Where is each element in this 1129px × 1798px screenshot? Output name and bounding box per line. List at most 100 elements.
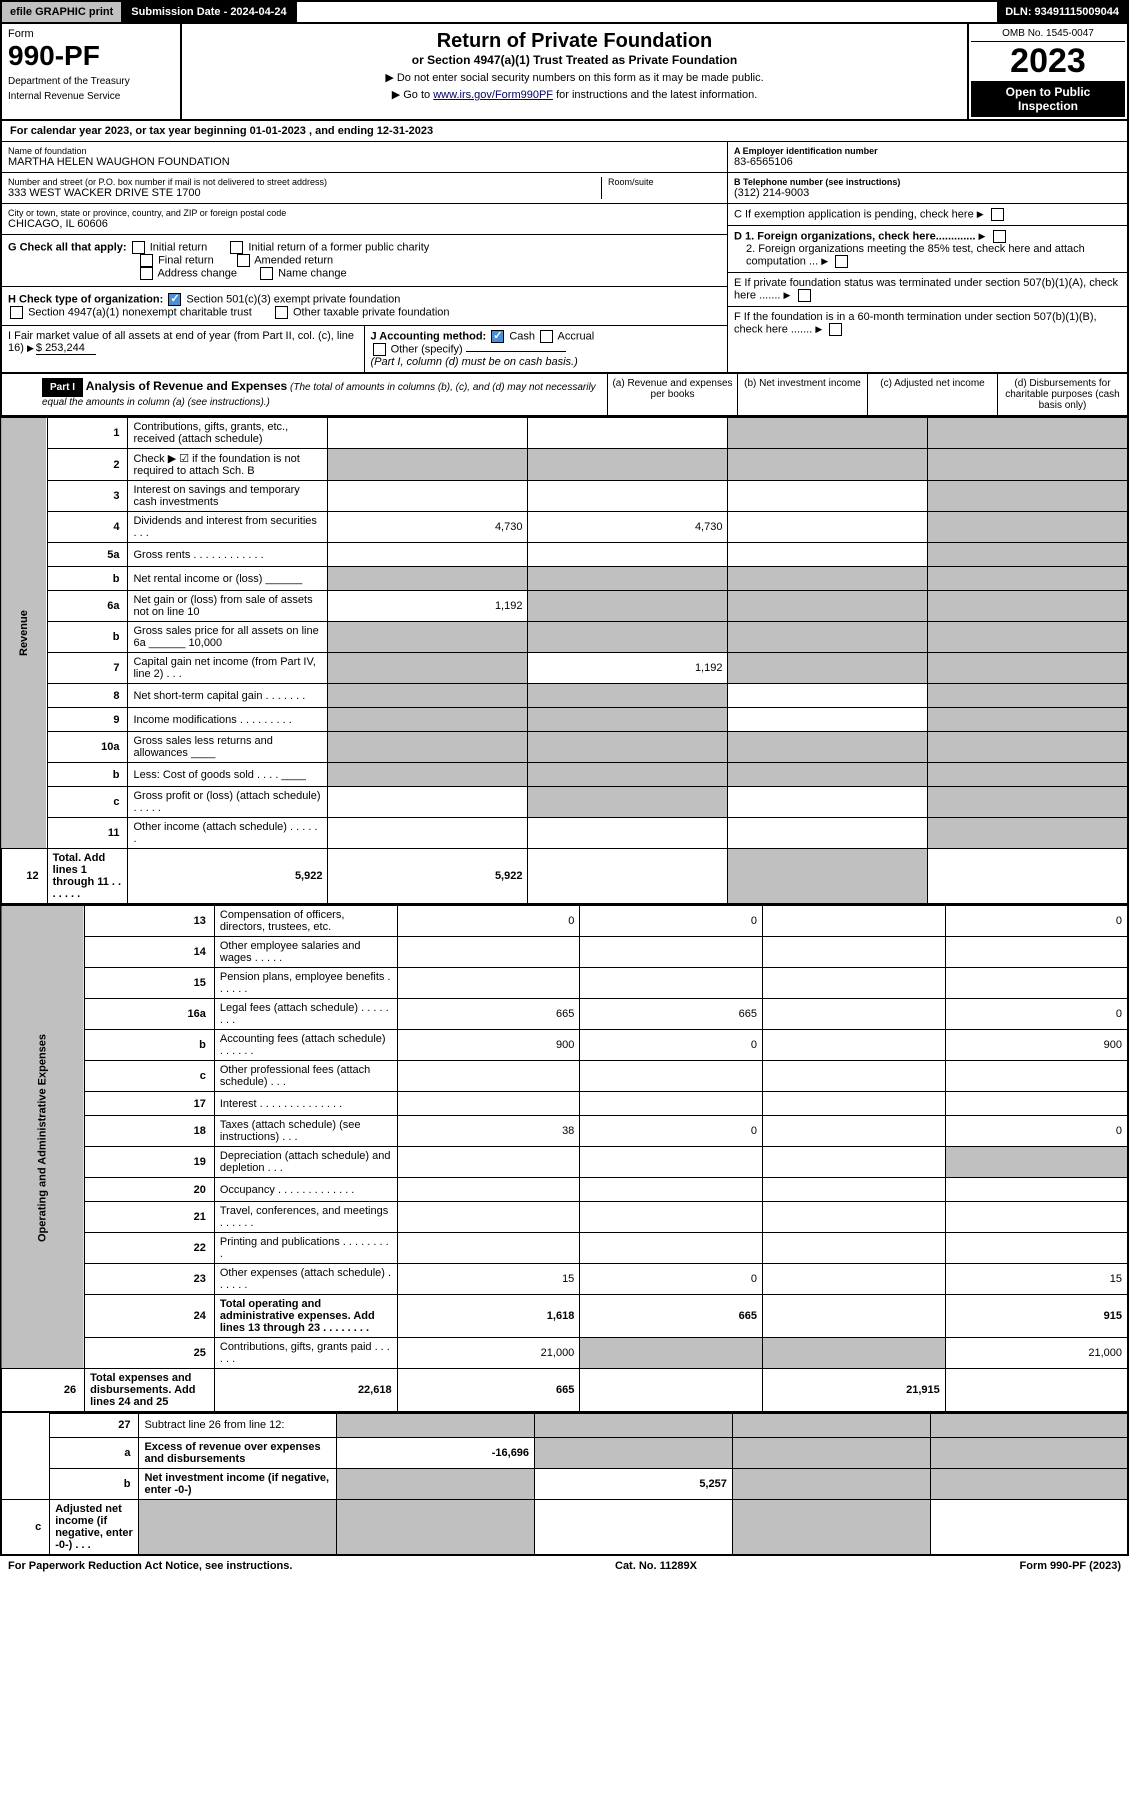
d1-label: D 1. Foreign organizations, check here..…	[734, 230, 975, 242]
col-d-header: (d) Disbursements for charitable purpose…	[997, 374, 1127, 415]
table-row: 1Contributions, gifts, grants, etc., rec…	[1, 418, 1128, 449]
table-row: bAccounting fees (attach schedule) . . .…	[1, 1030, 1128, 1061]
col-c-header: (c) Adjusted net income	[867, 374, 997, 415]
form-title: Return of Private Foundation	[188, 30, 961, 53]
calendar-year-line: For calendar year 2023, or tax year begi…	[0, 121, 1129, 141]
foundation-name: MARTHA HELEN WAUGHON FOUNDATION	[8, 156, 721, 168]
revenue-vertical-label: Revenue	[1, 418, 47, 849]
ssn-warning: ▶ Do not enter social security numbers o…	[188, 71, 961, 84]
table-row: 25Contributions, gifts, grants paid . . …	[1, 1338, 1128, 1369]
footer-left: For Paperwork Reduction Act Notice, see …	[8, 1560, 292, 1572]
table-row: aExcess of revenue over expenses and dis…	[1, 1437, 1128, 1468]
table-row: 12Total. Add lines 1 through 11 . . . . …	[1, 849, 1128, 905]
summary-table: 27Subtract line 26 from line 12:aExcess …	[0, 1413, 1129, 1556]
form-label: Form	[8, 28, 174, 40]
name-change-check[interactable]	[260, 267, 273, 280]
col-a-header: (a) Revenue and expenses per books	[607, 374, 737, 415]
other-taxable-check[interactable]	[275, 306, 288, 319]
initial-return-check[interactable]	[132, 241, 145, 254]
table-row: 7Capital gain net income (from Part IV, …	[1, 653, 1128, 684]
dept-irs: Internal Revenue Service	[8, 91, 174, 102]
city: CHICAGO, IL 60606	[8, 218, 721, 230]
cash-check[interactable]	[491, 330, 504, 343]
efile-label[interactable]: efile GRAPHIC print	[2, 2, 123, 22]
table-row: 24Total operating and administrative exp…	[1, 1295, 1128, 1338]
table-row: 23Other expenses (attach schedule) . . .…	[1, 1264, 1128, 1295]
foundation-name-label: Name of foundation	[8, 146, 721, 156]
entity-info-block: Name of foundation MARTHA HELEN WAUGHON …	[0, 141, 1129, 374]
table-row: 17Interest . . . . . . . . . . . . . .	[1, 1092, 1128, 1116]
table-row: bNet rental income or (loss) ______	[1, 567, 1128, 591]
address-change-check[interactable]	[140, 267, 153, 280]
goto-note: ▶ Go to www.irs.gov/Form990PF for instru…	[188, 88, 961, 101]
table-row: 21Travel, conferences, and meetings . . …	[1, 1202, 1128, 1233]
part1-header-row: Part I Analysis of Revenue and Expenses …	[0, 374, 1129, 417]
col-b-header: (b) Net investment income	[737, 374, 867, 415]
address-label: Number and street (or P.O. box number if…	[8, 177, 601, 187]
submission-date: Submission Date - 2024-04-24	[123, 2, 296, 22]
form-number: 990-PF	[8, 40, 174, 72]
open-inspection: Open to Public Inspection	[971, 81, 1125, 117]
omb-number: OMB No. 1545-0047	[971, 26, 1125, 42]
exemption-pending-check[interactable]	[991, 208, 1004, 221]
s501c3-check[interactable]	[168, 293, 181, 306]
expenses-vertical-label: Operating and Administrative Expenses	[1, 906, 85, 1369]
table-row: 13Compensation of officers, directors, t…	[1, 906, 1128, 937]
c-label: C If exemption application is pending, c…	[734, 208, 974, 220]
top-bar: efile GRAPHIC print Submission Date - 20…	[0, 0, 1129, 24]
amended-return-check[interactable]	[237, 254, 250, 267]
table-row: 8Net short-term capital gain . . . . . .…	[1, 684, 1128, 708]
tel-label: B Telephone number (see instructions)	[734, 177, 900, 187]
table-row: 18Taxes (attach schedule) (see instructi…	[1, 1116, 1128, 1147]
table-row: bGross sales price for all assets on lin…	[1, 622, 1128, 653]
city-label: City or town, state or province, country…	[8, 208, 721, 218]
h-checks: H Check type of organization: Section 50…	[2, 287, 727, 326]
revenue-table: Revenue 1Contributions, gifts, grants, e…	[0, 417, 1129, 905]
dept-treasury: Department of the Treasury	[8, 76, 174, 87]
part1-title: Analysis of Revenue and Expenses	[86, 379, 287, 393]
fmv-value: $ 253,244	[36, 342, 96, 355]
table-row: 22Printing and publications . . . . . . …	[1, 1233, 1128, 1264]
g-checks: G Check all that apply: Initial return I…	[2, 235, 727, 287]
table-row: 9Income modifications . . . . . . . . .	[1, 708, 1128, 732]
60month-check[interactable]	[829, 323, 842, 336]
table-row: cOther professional fees (attach schedul…	[1, 1061, 1128, 1092]
form-header: Form 990-PF Department of the Treasury I…	[0, 24, 1129, 121]
s4947-check[interactable]	[10, 306, 23, 319]
footer-center: Cat. No. 11289X	[615, 1560, 697, 1572]
table-row: 6aNet gain or (loss) from sale of assets…	[1, 591, 1128, 622]
table-row: cGross profit or (loss) (attach schedule…	[1, 787, 1128, 818]
table-row: 14Other employee salaries and wages . . …	[1, 937, 1128, 968]
form-subtitle: or Section 4947(a)(1) Trust Treated as P…	[188, 53, 961, 67]
initial-former-check[interactable]	[230, 241, 243, 254]
table-row: 26Total expenses and disbursements. Add …	[1, 1369, 1128, 1413]
table-row: 11Other income (attach schedule) . . . .…	[1, 818, 1128, 849]
table-row: 3Interest on savings and temporary cash …	[1, 481, 1128, 512]
other-method-check[interactable]	[373, 343, 386, 356]
accrual-check[interactable]	[540, 330, 553, 343]
cash-basis-note: (Part I, column (d) must be on cash basi…	[371, 356, 578, 368]
tax-year: 2023	[971, 42, 1125, 81]
irs-link[interactable]: www.irs.gov/Form990PF	[433, 89, 553, 101]
table-row: 10aGross sales less returns and allowanc…	[1, 732, 1128, 763]
table-row: 15Pension plans, employee benefits . . .…	[1, 968, 1128, 999]
foreign-org-check[interactable]	[993, 230, 1006, 243]
status-terminated-check[interactable]	[798, 289, 811, 302]
final-return-check[interactable]	[140, 254, 153, 267]
ein: 83-6565106	[734, 156, 1121, 168]
foreign-85-check[interactable]	[835, 255, 848, 268]
table-row: 16aLegal fees (attach schedule) . . . . …	[1, 999, 1128, 1030]
table-row: bNet investment income (if negative, ent…	[1, 1468, 1128, 1499]
d2-label: 2. Foreign organizations meeting the 85%…	[746, 243, 1085, 267]
ein-label: A Employer identification number	[734, 146, 878, 156]
dln: DLN: 93491115009044	[997, 2, 1127, 22]
page-footer: For Paperwork Reduction Act Notice, see …	[0, 1556, 1129, 1576]
table-row: 4Dividends and interest from securities …	[1, 512, 1128, 543]
telephone: (312) 214-9003	[734, 187, 1121, 199]
part1-badge: Part I	[42, 378, 83, 397]
table-row: 27Subtract line 26 from line 12:	[1, 1413, 1128, 1437]
expenses-table: Operating and Administrative Expenses 13…	[0, 905, 1129, 1413]
table-row: 5aGross rents . . . . . . . . . . . .	[1, 543, 1128, 567]
e-label: E If private foundation status was termi…	[734, 277, 1118, 301]
table-row: 19Depreciation (attach schedule) and dep…	[1, 1147, 1128, 1178]
